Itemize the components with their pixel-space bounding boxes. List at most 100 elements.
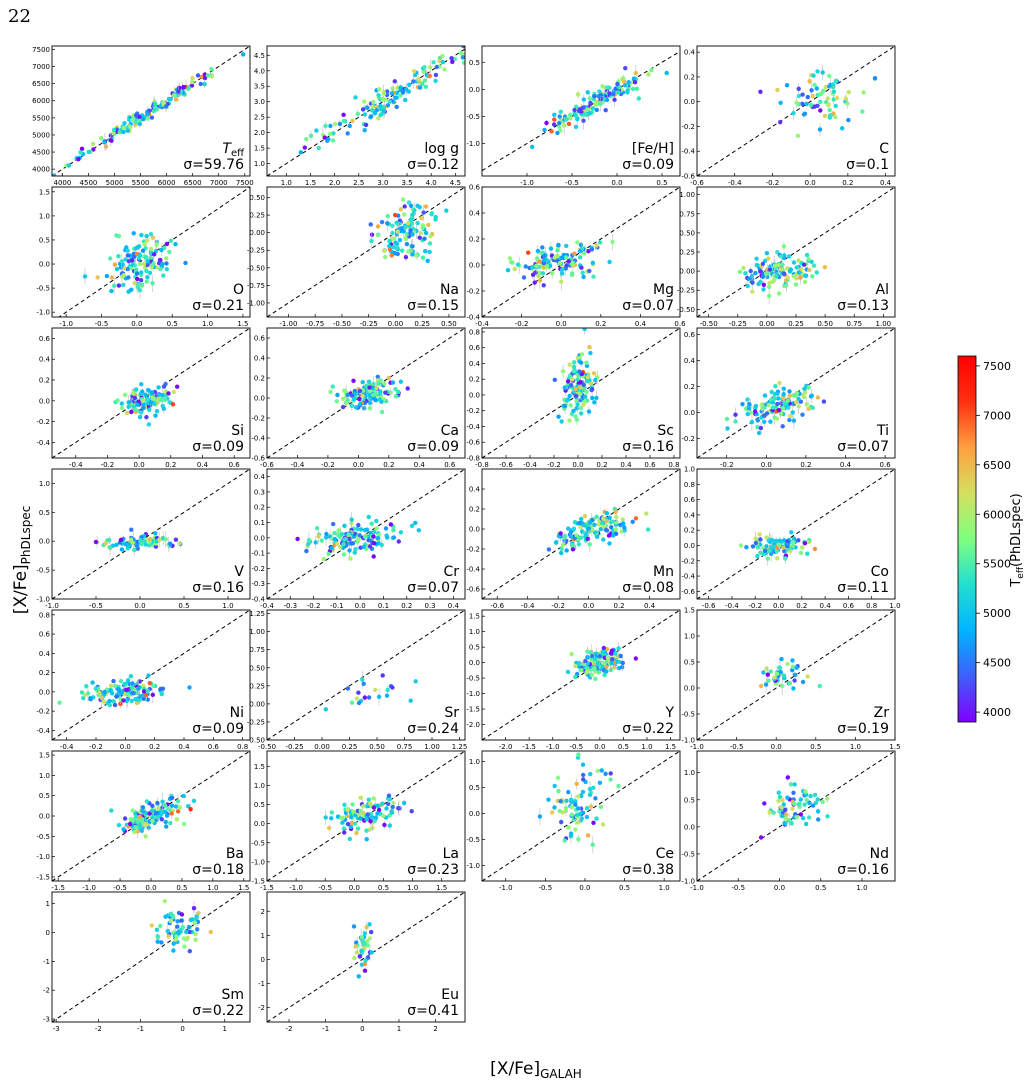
data-point	[125, 248, 130, 253]
data-point	[567, 362, 572, 367]
data-point	[784, 812, 789, 817]
data-point	[833, 114, 838, 120]
data-point	[351, 378, 356, 383]
data-point	[509, 260, 514, 265]
y-tick-label: 0.0	[469, 86, 480, 94]
data-point	[775, 391, 780, 396]
data-point	[607, 541, 612, 546]
data-point	[559, 819, 564, 825]
panel-frame	[266, 186, 466, 318]
data-point	[758, 89, 763, 95]
data-point	[440, 53, 445, 59]
y-tick-label: -0.50	[677, 306, 695, 314]
y-tick-label: -0.5	[466, 113, 480, 121]
data-point	[371, 541, 377, 546]
data-point	[599, 768, 604, 773]
data-point	[112, 702, 118, 708]
data-point	[790, 540, 796, 545]
y-tick-label: -1.0	[681, 878, 695, 886]
data-point	[807, 800, 812, 805]
data-point	[339, 531, 345, 537]
data-point	[402, 800, 407, 806]
data-point	[372, 111, 378, 116]
data-point	[111, 699, 117, 704]
y-tick-label: -0.5	[681, 711, 695, 719]
colorbar-gradient	[957, 355, 977, 723]
data-point	[164, 261, 169, 266]
data-point	[376, 694, 382, 699]
x-tick-label: 1.5	[237, 320, 248, 328]
y-tick-label: 0.5	[254, 801, 265, 809]
data-point	[449, 56, 454, 61]
data-point	[391, 800, 396, 806]
x-tick-label: -0.3	[283, 602, 297, 610]
colorbar-tick-label: 5000	[983, 607, 1011, 620]
data-point	[754, 262, 759, 268]
data-point	[598, 526, 604, 532]
x-tick-label: -0.4	[521, 602, 535, 610]
x-tick-label: 0.5	[619, 884, 630, 892]
x-tick-label: 0.0	[572, 461, 583, 469]
data-point	[66, 163, 72, 168]
panel-v: -1.0 -0.5 0.0 0.5 1.0-1.0-0.50.00.51.0Vσ=0.1…	[36, 468, 251, 610]
x-tick-label: 0.0	[120, 743, 131, 751]
data-point	[791, 418, 797, 423]
one-to-one-line	[697, 328, 895, 458]
data-point	[758, 425, 764, 431]
data-point	[385, 103, 391, 108]
panel-sigma: σ=0.12	[407, 157, 459, 173]
data-point	[812, 546, 818, 552]
data-point	[812, 792, 818, 798]
data-point	[598, 804, 603, 810]
data-point	[776, 790, 781, 795]
data-point	[97, 690, 102, 695]
data-point	[323, 123, 328, 129]
panel-label: Sc	[657, 423, 674, 439]
panel-sr: -0.50 -0.25 0.00 0.25 0.50 0.75 1.00 1.25-0.50-…	[247, 609, 467, 751]
data-point	[750, 544, 756, 549]
x-tick-label: -0.2	[307, 602, 321, 610]
data-point	[581, 118, 586, 123]
data-point	[619, 529, 624, 534]
data-point	[427, 73, 432, 79]
scatter-points	[109, 792, 197, 839]
data-point	[801, 262, 807, 267]
data-point	[774, 416, 779, 421]
data-point	[152, 401, 157, 406]
data-point	[568, 529, 574, 535]
scatter-points	[323, 670, 418, 712]
data-point	[169, 795, 175, 800]
data-point	[138, 278, 144, 283]
data-point	[155, 934, 160, 939]
data-point	[609, 519, 615, 524]
y-tick-label: -0.4	[36, 727, 50, 735]
data-point	[779, 813, 785, 818]
data-point	[368, 819, 373, 824]
data-point	[164, 813, 170, 818]
scatter-points	[724, 380, 827, 436]
data-point	[794, 265, 799, 270]
data-point	[555, 775, 561, 780]
data-point	[598, 92, 603, 98]
data-point	[347, 836, 352, 842]
data-point	[766, 256, 771, 261]
x-tick-label: 0.4	[620, 461, 632, 469]
data-point	[337, 121, 343, 127]
data-point	[586, 526, 591, 531]
data-point	[171, 948, 176, 953]
data-point	[787, 818, 792, 823]
x-tick-label: -1.0	[690, 743, 704, 751]
data-point	[304, 548, 309, 554]
data-point	[804, 797, 809, 803]
data-point	[388, 390, 393, 395]
data-point	[409, 217, 415, 222]
x-tick-label: 5000	[106, 179, 124, 187]
data-point	[79, 146, 85, 151]
x-tick-label: -1.0	[289, 884, 303, 892]
x-tick-label: -0.2	[101, 461, 115, 469]
data-point	[818, 108, 823, 113]
data-point	[577, 520, 582, 526]
data-point	[175, 924, 180, 929]
data-point	[556, 124, 562, 129]
